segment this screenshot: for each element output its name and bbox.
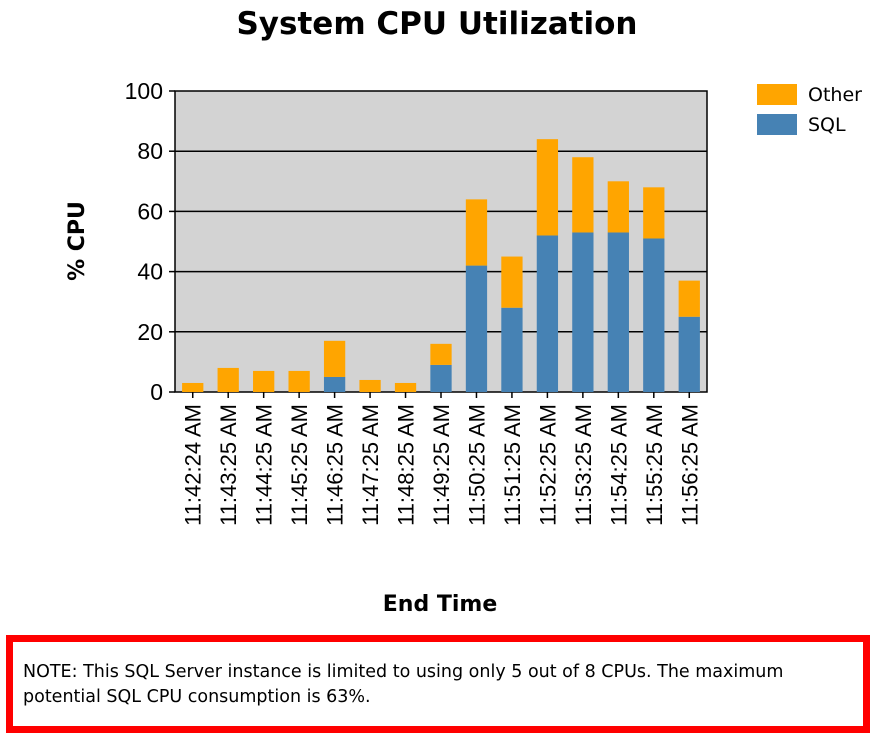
- y-tick-label: 100: [125, 78, 163, 104]
- x-tick-label: 11:51:25 AM: [500, 404, 525, 526]
- bar-sql: [643, 238, 665, 392]
- bar-other: [643, 187, 665, 239]
- y-tick-label: 80: [137, 138, 163, 164]
- bar-other: [607, 181, 629, 233]
- legend-swatch-sql: [757, 114, 797, 135]
- bar-sql: [501, 307, 523, 392]
- bar-other: [359, 379, 381, 392]
- bar-other: [288, 370, 310, 392]
- bar-other: [465, 199, 488, 266]
- bar-sql: [536, 235, 559, 392]
- x-tick-label: 11:47:25 AM: [358, 404, 383, 526]
- bar-other: [430, 343, 452, 365]
- y-axis-title: % CPU: [65, 201, 90, 281]
- x-tick-label: 11:53:25 AM: [571, 404, 596, 526]
- x-tick-label: 11:45:25 AM: [287, 404, 312, 526]
- x-tick-label: 11:42:24 AM: [181, 404, 206, 526]
- x-tick-label: 11:56:25 AM: [677, 404, 702, 526]
- note-text: NOTE: This SQL Server instance is limite…: [23, 662, 784, 707]
- y-tick-label: 60: [137, 198, 163, 224]
- bar-sql: [607, 232, 629, 392]
- bar-other: [572, 157, 594, 233]
- bar-other: [323, 340, 346, 377]
- legend: Other SQL: [757, 84, 862, 136]
- bar-sql: [323, 376, 346, 392]
- x-tick-label: 11:46:25 AM: [323, 404, 348, 526]
- legend-label-other: Other: [808, 84, 862, 106]
- x-axis-title: End Time: [383, 592, 498, 617]
- cpu-utilization-chart: 0 20 40 60 80 100 11:42:24 AM 11:43:25 AM 11:44…: [65, 78, 862, 617]
- bar-other: [182, 382, 204, 392]
- y-tick-label: 40: [137, 259, 163, 285]
- y-tick-label: 0: [150, 379, 163, 405]
- bar-other: [253, 370, 275, 392]
- y-tick-label: 20: [137, 319, 163, 345]
- x-tick-label: 11:50:25 AM: [464, 404, 489, 526]
- x-tick-label: 11:54:25 AM: [606, 404, 631, 526]
- bar-other: [678, 280, 700, 317]
- bar-other: [536, 139, 559, 236]
- x-tick-label: 11:52:25 AM: [535, 404, 560, 526]
- x-tick-label: 11:44:25 AM: [252, 404, 277, 526]
- x-tick-label: 11:55:25 AM: [642, 404, 667, 526]
- bar-other: [217, 367, 239, 392]
- note-box: NOTE: This SQL Server instance is limite…: [6, 635, 870, 733]
- bar-other: [394, 382, 417, 392]
- bar-other: [501, 256, 523, 308]
- chart-title: System CPU Utilization: [236, 6, 638, 42]
- bar-sql: [572, 232, 594, 392]
- x-tick-label: 11:43:25 AM: [216, 404, 241, 526]
- legend-swatch-other: [757, 84, 797, 105]
- legend-label-sql: SQL: [808, 114, 846, 136]
- bar-sql: [430, 364, 452, 392]
- bar-sql: [678, 316, 700, 392]
- bar-sql: [465, 265, 488, 392]
- x-tick-label: 11:49:25 AM: [429, 404, 454, 526]
- x-tick-label: 11:48:25 AM: [394, 404, 419, 526]
